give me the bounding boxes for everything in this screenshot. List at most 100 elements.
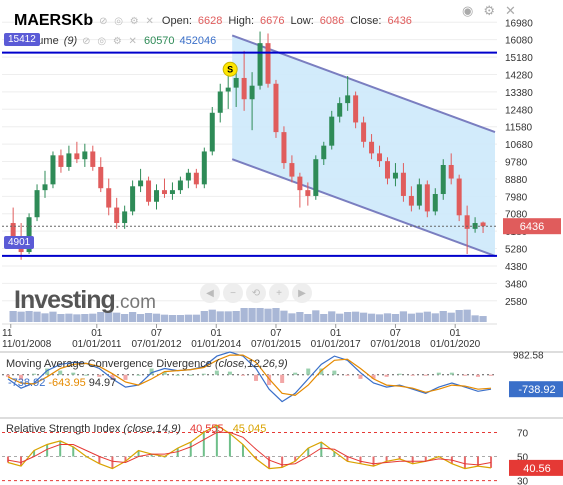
volume-bar xyxy=(200,311,208,322)
volume-bar xyxy=(121,314,129,322)
price-tick-label: 5280 xyxy=(505,245,528,256)
volume-bar xyxy=(344,312,352,322)
macd-histogram-bar xyxy=(462,374,467,376)
close-icon[interactable]: ✕ xyxy=(505,3,516,18)
candle-body xyxy=(369,141,375,154)
candle xyxy=(82,143,88,167)
macd-histogram-bar xyxy=(449,372,454,375)
zoom-in-icon[interactable]: + xyxy=(269,283,289,303)
scroll-right-icon[interactable]: ▶ xyxy=(292,283,312,303)
macd-histogram-bar xyxy=(97,374,102,377)
candle-body xyxy=(58,155,64,167)
macd-axis[interactable]: 982.58 xyxy=(513,350,544,361)
price-tick-label: 14280 xyxy=(505,70,533,81)
symbol-actions[interactable]: ⊘ ◎ ⚙ ✕ xyxy=(99,15,156,27)
candle-body xyxy=(34,190,40,218)
high-label: High: xyxy=(228,15,255,27)
rsi-bar xyxy=(307,448,310,457)
candle xyxy=(169,182,175,200)
candle xyxy=(416,178,422,210)
volume-bar xyxy=(113,312,121,322)
volume-actions[interactable]: ⊘ ◎ ⚙ ✕ xyxy=(82,35,139,47)
price-tick-label: 4380 xyxy=(505,262,528,273)
rsi-bars xyxy=(6,425,493,469)
time-tick-top-label: 01 xyxy=(450,328,462,339)
candle-body xyxy=(106,188,112,208)
settings-icon[interactable]: ⚙ xyxy=(483,3,495,18)
volume-bar xyxy=(240,308,248,322)
channel-upper-line[interactable] xyxy=(231,34,496,134)
candle-body xyxy=(329,116,335,146)
candle-body xyxy=(90,151,96,167)
rsi-bar xyxy=(411,456,414,464)
time-tick-top-label: 07 xyxy=(151,328,163,339)
candle-body xyxy=(169,190,175,195)
macd-histogram-bar xyxy=(162,371,167,375)
candle xyxy=(377,145,383,167)
zoom-out-icon[interactable]: − xyxy=(223,283,243,303)
rsi-tick-label: 70 xyxy=(517,428,529,439)
s-marker[interactable] xyxy=(222,61,238,77)
candle xyxy=(50,151,56,189)
volume-bar xyxy=(320,314,328,322)
macd-histogram-bar xyxy=(371,374,376,379)
candle xyxy=(289,155,295,183)
candle-body xyxy=(353,95,359,123)
volume-bar xyxy=(367,313,376,322)
macd-histogram-bar xyxy=(267,374,272,386)
candle xyxy=(217,83,223,123)
candle-body xyxy=(82,151,88,160)
candle xyxy=(432,188,438,216)
volume-bars xyxy=(9,308,487,322)
candle xyxy=(161,178,167,198)
candle-body xyxy=(10,223,16,239)
candle-body xyxy=(66,153,72,167)
rsi-bar xyxy=(176,448,179,457)
candle-body xyxy=(177,180,183,191)
candle xyxy=(273,79,279,138)
volume-bar xyxy=(105,311,113,322)
macd-histogram-bar xyxy=(397,373,402,375)
eye-icon[interactable]: ◉ xyxy=(462,3,474,18)
macd-value-tag xyxy=(509,381,563,398)
rsi-axis[interactable]: 70 50 30 xyxy=(517,428,529,485)
rsi-bar xyxy=(59,440,62,457)
close-label: Close: xyxy=(350,15,382,27)
rsi-signal-line xyxy=(7,431,492,466)
candle xyxy=(384,157,390,185)
volume-bar xyxy=(65,313,73,322)
chart-toolbar: ◉ ⚙ ✕ xyxy=(462,3,516,19)
rsi-value-tag-label: 40.56 xyxy=(523,463,551,475)
channel-lower-line[interactable] xyxy=(231,158,496,257)
volume-bar xyxy=(280,310,288,322)
price-tick-label: 15180 xyxy=(505,53,533,64)
price-tick-label: 16980 xyxy=(505,18,533,29)
volume-bar xyxy=(97,312,105,322)
macd-values: -738.92 -643.95 94.97 xyxy=(8,377,116,389)
reset-icon[interactable]: ⟲ xyxy=(246,283,266,303)
candle-body xyxy=(392,172,398,179)
scroll-left-icon[interactable]: ◀ xyxy=(200,283,220,303)
candle-body xyxy=(377,153,383,162)
candle-body xyxy=(273,83,279,133)
volume-bar xyxy=(296,312,304,322)
candle-body xyxy=(185,172,191,181)
price-axis[interactable]: 16980 16080 15180 14280 13380 12480 11580 10680… xyxy=(505,18,533,308)
candle xyxy=(321,141,327,165)
time-tick-label: 07/01/2012 xyxy=(131,339,181,350)
price-tick-label: 16080 xyxy=(505,36,533,47)
price-tick-label: 12480 xyxy=(505,105,533,116)
time-axis[interactable]: 1111/01/20080101/01/20110707/01/20120101… xyxy=(2,323,497,350)
candle xyxy=(193,168,199,189)
time-tick-top-label: 07 xyxy=(270,328,282,339)
candle xyxy=(74,141,80,164)
volume-bar xyxy=(160,314,169,322)
time-tick-top-label: 01 xyxy=(211,328,223,339)
volume-bar xyxy=(89,313,97,322)
candle-body xyxy=(448,165,454,179)
macd-histogram-bar xyxy=(254,374,259,381)
macd-histogram-bar xyxy=(489,374,494,376)
volume-bar xyxy=(336,313,344,322)
time-tick-top-label: 01 xyxy=(91,328,103,339)
